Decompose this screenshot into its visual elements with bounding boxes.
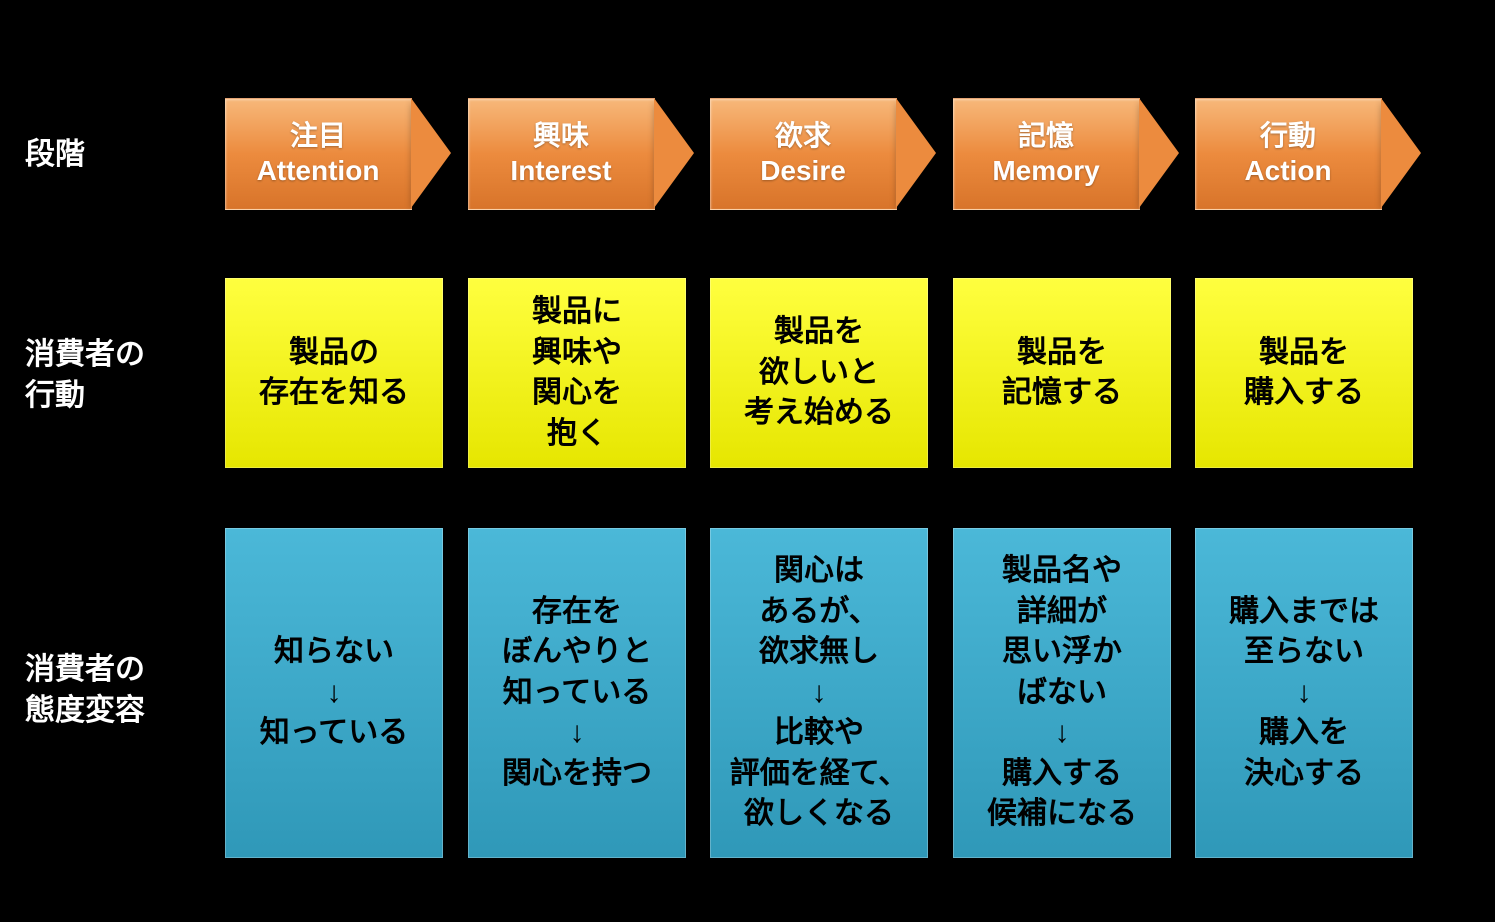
stage-arrow-interest: 興味Interest [468, 98, 694, 208]
stage-label-jp: 欲求 [775, 118, 831, 153]
stage-label-en: Action [1244, 153, 1331, 188]
stage-arrow-desire: 欲求Desire [710, 98, 936, 208]
stage-arrow-label: 記憶Memory [953, 98, 1139, 208]
stage-label-jp: 注目 [290, 118, 346, 153]
stage-arrow-label: 興味Interest [468, 98, 654, 208]
stage-arrow-attention: 注目Attention [225, 98, 451, 208]
change-box-memory: 製品名や 詳細が 思い浮か ばない ↓ 購入する 候補になる [953, 528, 1171, 858]
stage-label-en: Memory [992, 153, 1099, 188]
stage-arrow-label: 欲求Desire [710, 98, 896, 208]
behavior-box-desire: 製品を 欲しいと 考え始める [710, 278, 928, 468]
row-label-stage: 段階 [25, 135, 85, 176]
stage-arrow-memory: 記憶Memory [953, 98, 1179, 208]
row-label-behavior: 消費者の 行動 [25, 335, 145, 416]
stage-label-en: Attention [257, 153, 380, 188]
change-box-action: 購入までは 至らない ↓ 購入を 決心する [1195, 528, 1413, 858]
stage-label-jp: 行動 [1260, 118, 1316, 153]
behavior-box-attention: 製品の 存在を知る [225, 278, 443, 468]
stage-label-jp: 興味 [533, 118, 589, 153]
change-box-desire: 関心は あるが、 欲求無し ↓ 比較や 評価を経て、 欲しくなる [710, 528, 928, 858]
change-box-interest: 存在を ぼんやりと 知っている ↓ 関心を持つ [468, 528, 686, 858]
change-box-attention: 知らない ↓ 知っている [225, 528, 443, 858]
stage-label-en: Desire [760, 153, 846, 188]
stage-label-en: Interest [510, 153, 611, 188]
aidma-diagram: 段階消費者の 行動消費者の 態度変容 注目Attention 製品の 存在を知る知ら… [0, 0, 1495, 922]
behavior-box-interest: 製品に 興味や 関心を 抱く [468, 278, 686, 468]
behavior-box-memory: 製品を 記憶する [953, 278, 1171, 468]
stage-arrow-label: 行動Action [1195, 98, 1381, 208]
row-label-change: 消費者の 態度変容 [25, 650, 145, 731]
stage-arrow-action: 行動Action [1195, 98, 1421, 208]
stage-label-jp: 記憶 [1018, 118, 1074, 153]
behavior-box-action: 製品を 購入する [1195, 278, 1413, 468]
stage-arrow-label: 注目Attention [225, 98, 411, 208]
